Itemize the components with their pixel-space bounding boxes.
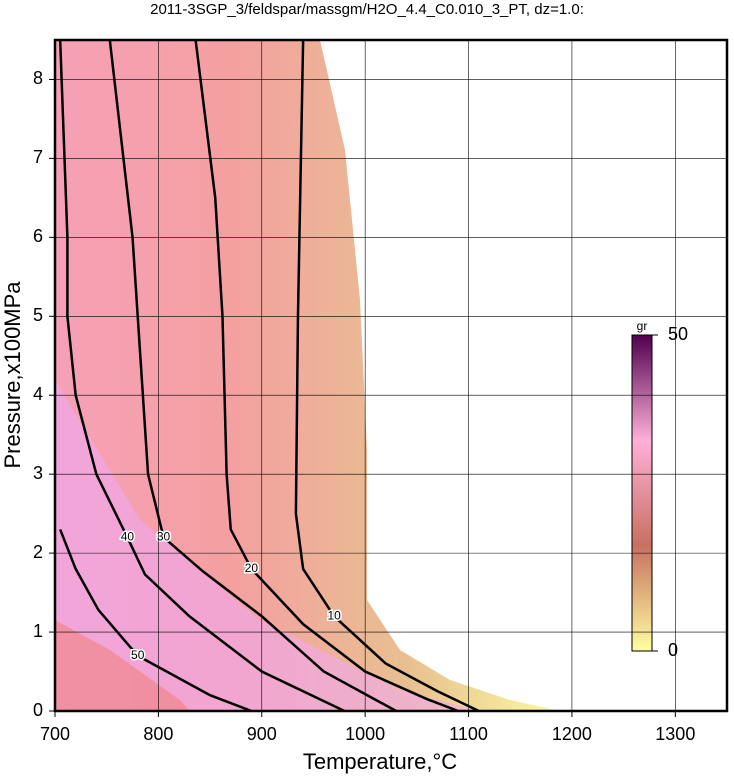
y-tick-label: 1 (33, 621, 43, 641)
colorbar-tick-label: 0 (668, 640, 678, 660)
x-tick-label: 900 (247, 724, 277, 744)
x-tick-label: 1300 (655, 724, 695, 744)
contour-label: 30 (157, 530, 171, 544)
y-tick-label: 4 (33, 384, 43, 404)
contour-field (55, 40, 560, 711)
contour-label: 20 (245, 561, 259, 575)
y-tick-label: 2 (33, 542, 43, 562)
y-tick-label: 8 (33, 68, 43, 88)
plot-frame (53, 38, 729, 713)
contour-line (194, 39, 459, 713)
x-tick-label: 1000 (345, 724, 385, 744)
x-tick-label: 800 (143, 724, 173, 744)
contour-line (108, 39, 397, 713)
x-tick-label: 1100 (449, 724, 488, 744)
x-axis-title: Temperature,°C (303, 749, 457, 774)
contour-field-low (55, 380, 480, 711)
y-tick-label: 3 (33, 463, 43, 483)
contour-label: 10 (327, 608, 341, 622)
y-axis-title: Pressure,x100MPa (0, 281, 25, 469)
x-tick-label: 1200 (552, 724, 592, 744)
contour-field-corner (55, 620, 190, 711)
contour-line (58, 39, 346, 713)
x-tick-label: 700 (40, 724, 70, 744)
contour-line (294, 39, 480, 713)
chart-title: 2011-3SGP_3/feldspar/massgm/H2O_4.4_C0.0… (150, 1, 584, 18)
y-tick-label: 0 (33, 700, 43, 720)
colorbar (631, 334, 653, 652)
colorbar-tick-label: 50 (668, 324, 688, 344)
contour-line (59, 528, 252, 713)
y-tick-label: 7 (33, 147, 43, 167)
contour-label: 50 (131, 648, 145, 662)
contour-label: 40 (121, 530, 135, 544)
y-tick-label: 5 (33, 305, 43, 325)
y-tick-label: 6 (33, 226, 43, 246)
colorbar-label: gr (637, 319, 648, 333)
